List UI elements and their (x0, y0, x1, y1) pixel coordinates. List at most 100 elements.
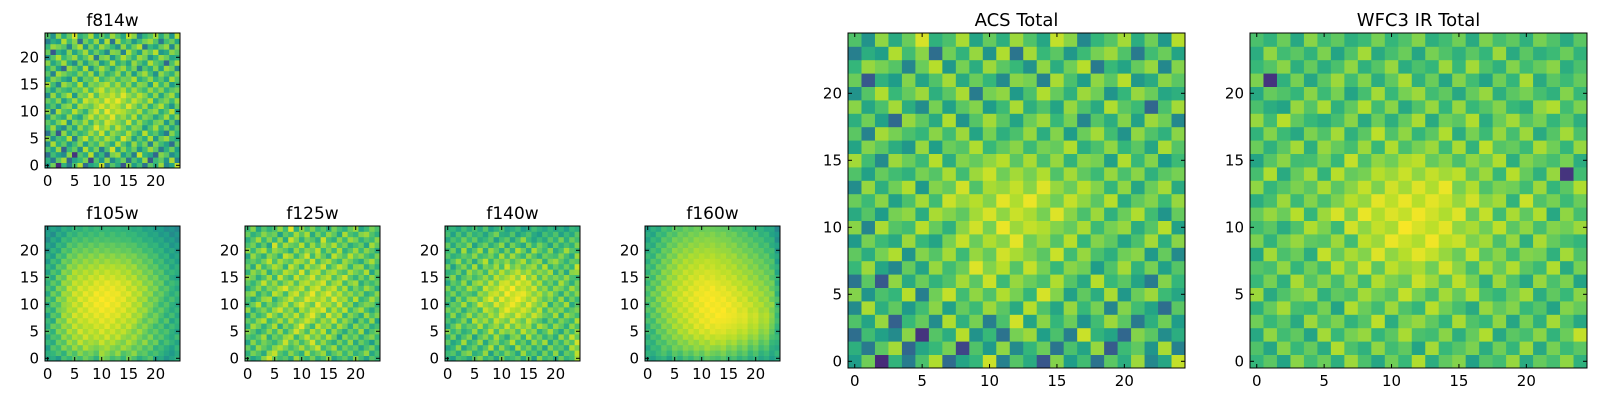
heatmap-cell (99, 323, 105, 329)
heatmap-cell (747, 226, 754, 232)
heatmap-cell (709, 253, 716, 259)
heatmap-cell (326, 344, 332, 351)
heatmap-cell (77, 119, 84, 126)
heatmap-cell (169, 162, 175, 169)
heatmap-cell (1452, 59, 1467, 74)
heatmap-cell (1357, 260, 1372, 275)
heatmap-cell (1063, 46, 1078, 61)
heatmap-cell (493, 328, 500, 335)
heatmap-cell (645, 350, 651, 356)
heatmap-cell (699, 258, 705, 265)
heatmap-cell (1290, 180, 1305, 195)
heatmap-cell (163, 114, 170, 120)
heatmap-cell (342, 242, 348, 248)
heatmap-cell (1398, 86, 1413, 101)
heatmap-cell (747, 296, 754, 302)
heatmap-cell (77, 290, 84, 297)
heatmap-cell (504, 296, 511, 302)
heatmap-cell (358, 269, 365, 275)
heatmap-cell (336, 344, 343, 351)
heatmap-cell (1371, 100, 1386, 114)
heatmap-cell (126, 285, 132, 292)
heatmap-cell (1250, 140, 1264, 154)
heatmap-cell (996, 341, 1011, 355)
heatmap-cell (109, 285, 116, 292)
heatmap-cell (1560, 86, 1574, 101)
heatmap-cell (709, 285, 716, 292)
heatmap-cell (1371, 274, 1386, 288)
heatmap-cell (758, 344, 765, 351)
heatmap-cell (672, 344, 678, 351)
heatmap-cell (120, 92, 127, 99)
heatmap-cell (363, 355, 370, 362)
heatmap-cell (55, 130, 62, 136)
heatmap-cell (66, 317, 73, 324)
heatmap-cell (363, 269, 370, 275)
heatmap-cell (1250, 33, 1264, 47)
heatmap-cell (1063, 113, 1078, 128)
heatmap-cell (774, 226, 781, 232)
heatmap-cell (277, 247, 284, 254)
heatmap-cell (282, 236, 289, 243)
heatmap-cell (1290, 113, 1305, 128)
heatmap-cell (1357, 153, 1372, 168)
heatmap-cell (309, 290, 316, 297)
heatmap-cell (848, 167, 862, 181)
heatmap-cell (455, 334, 462, 340)
heatmap-cell (558, 236, 565, 243)
heatmap-cell (520, 355, 527, 362)
heatmap-cell (66, 350, 73, 356)
heatmap-cell (136, 141, 143, 147)
heatmap-cell (536, 344, 543, 351)
heatmap-cell (174, 43, 181, 50)
heatmap-cell (553, 280, 559, 286)
axes-frame (644, 225, 781, 362)
heatmap-cell (1250, 113, 1264, 128)
heatmap-cell (558, 334, 565, 340)
heatmap-cell (266, 312, 273, 319)
heatmap-cell (504, 339, 511, 346)
heatmap-cell (709, 312, 716, 319)
heatmap-cell (1357, 341, 1372, 355)
heatmap-cell (969, 247, 984, 262)
heatmap-cell (142, 317, 148, 324)
heatmap-cell (666, 344, 673, 351)
heatmap-cell (455, 301, 462, 308)
heatmap-cell (742, 231, 748, 238)
heatmap-cell (574, 242, 581, 248)
heatmap-cell (1144, 167, 1159, 181)
heatmap-cell (158, 344, 165, 351)
heatmap-cell (109, 97, 116, 104)
heatmap-cell (574, 226, 581, 232)
heatmap-cell (574, 253, 581, 259)
heatmap-cell (169, 344, 175, 351)
heatmap-cell (1452, 314, 1467, 329)
heatmap-cell (1546, 274, 1561, 288)
heatmap-cell (509, 323, 516, 329)
heatmap-cell (163, 226, 170, 232)
heatmap-cell (115, 103, 121, 109)
heatmap-cell (861, 180, 876, 195)
heatmap-cell (136, 54, 143, 61)
heatmap-cell (969, 113, 984, 128)
heatmap-cell (142, 43, 148, 50)
heatmap-cell (1317, 193, 1332, 208)
x-tick-label: 20 (546, 365, 565, 383)
heatmap-cell (720, 355, 727, 362)
heatmap-cell (996, 354, 1011, 369)
heatmap-cell (688, 312, 694, 319)
heatmap-cell (455, 258, 462, 265)
heatmap-cell (309, 323, 316, 329)
heatmap-cell (153, 108, 159, 115)
heatmap-cell (1317, 33, 1332, 47)
heatmap-cell (726, 269, 732, 275)
heatmap-cell (174, 290, 181, 297)
heatmap-cell (163, 135, 170, 142)
heatmap-cell (699, 344, 705, 351)
heatmap-cell (726, 231, 732, 238)
heatmap-cell (1317, 220, 1332, 235)
heatmap-cell (747, 328, 754, 335)
heatmap-cell (99, 70, 105, 77)
heatmap-cell (363, 280, 370, 286)
heatmap-cell (1330, 354, 1345, 369)
